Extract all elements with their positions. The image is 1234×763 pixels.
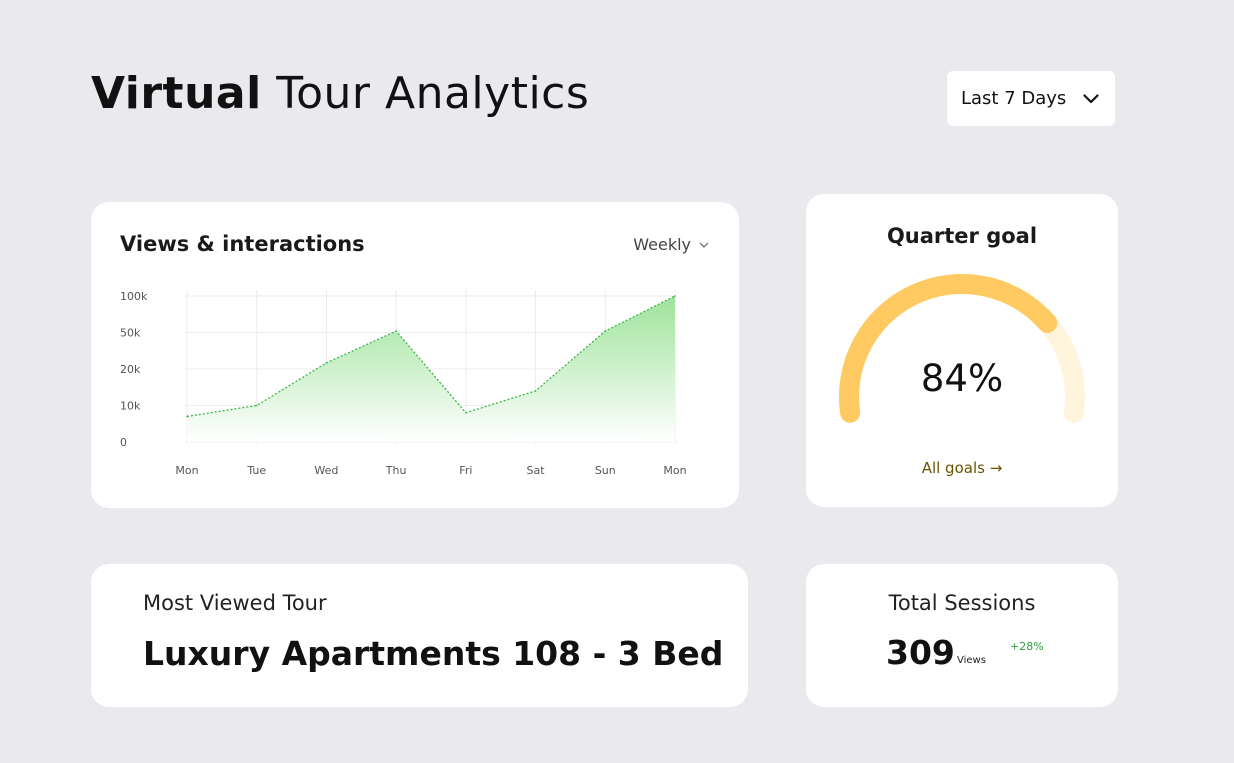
- data-point: [604, 330, 607, 332]
- data-point: [534, 390, 537, 392]
- x-tick-label: Sat: [527, 464, 546, 477]
- period-select[interactable]: Weekly: [633, 235, 709, 254]
- sessions-card-title: Total Sessions: [888, 591, 1036, 615]
- y-tick-label: 20k: [120, 363, 141, 376]
- chevron-down-icon: [1083, 88, 1099, 109]
- period-label: Weekly: [633, 235, 691, 254]
- data-point: [465, 412, 467, 414]
- views-interactions-card: Views & interactions Weekly 100k 50k 20k 10…: [91, 202, 739, 508]
- x-tick-label: Mon: [663, 464, 686, 477]
- total-sessions-card: Total Sessions 309 Views +28%: [806, 564, 1118, 707]
- date-range-select[interactable]: Last 7 Days: [947, 71, 1115, 126]
- data-point: [674, 295, 676, 297]
- goal-percentage: 84%: [920, 357, 1004, 400]
- series-line: [186, 295, 676, 418]
- data-point: [395, 330, 397, 332]
- goal-gauge: [839, 274, 1085, 423]
- y-tick-label: 0: [120, 436, 127, 449]
- page-title: Virtual Tour Analytics: [91, 68, 590, 119]
- data-point: [325, 362, 328, 364]
- date-range-label: Last 7 Days: [961, 88, 1067, 109]
- goal-card-title: Quarter goal: [886, 224, 1038, 248]
- views-area-chart: 100k 50k 20k 10k 0 Mon Tue Wed Thu Fri Sat Sun Mon: [120, 290, 687, 477]
- tour-card-label: Most Viewed Tour: [143, 591, 327, 615]
- x-tick-label: Thu: [385, 464, 407, 477]
- all-goals-label: All goals: [921, 459, 985, 477]
- sessions-value: 309: [886, 633, 955, 672]
- all-goals-link[interactable]: All goals →: [806, 459, 1118, 477]
- arrow-right-icon: →: [989, 459, 1003, 477]
- y-tick-label: 50k: [120, 327, 141, 340]
- sessions-unit: Views: [957, 655, 986, 666]
- x-tick-label: Sun: [595, 464, 616, 477]
- x-tick-label: Fri: [459, 464, 472, 477]
- data-point: [186, 415, 188, 418]
- tour-name: Luxury Apartments 108 - 3 Bed: [143, 634, 724, 673]
- most-viewed-tour-card: Most Viewed Tour Luxury Apartments 108 -…: [91, 564, 748, 707]
- x-tick-label: Mon: [175, 464, 198, 477]
- y-tick-label: 10k: [120, 400, 141, 413]
- gauge-progress-arc: [839, 274, 1058, 423]
- x-tick-label: Tue: [246, 464, 266, 477]
- page-title-rest: Tour Analytics: [276, 68, 590, 119]
- y-tick-label: 100k: [120, 290, 148, 303]
- chevron-down-icon: [699, 242, 709, 248]
- area-fill: [187, 296, 675, 442]
- page-title-bold: Virtual: [91, 68, 262, 119]
- x-tick-label: Wed: [314, 464, 338, 477]
- views-card-title: Views & interactions: [120, 232, 365, 256]
- data-point: [255, 404, 258, 407]
- quarter-goal-card: Quarter goal 84% All goals →: [806, 194, 1118, 507]
- sessions-change-badge: +28%: [1010, 640, 1044, 653]
